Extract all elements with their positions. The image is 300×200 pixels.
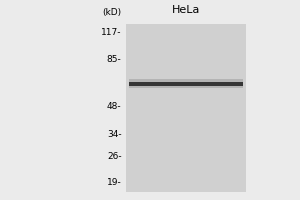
Text: 34-: 34- [107, 130, 122, 139]
Text: 19-: 19- [107, 178, 122, 187]
Bar [129, 79, 243, 88]
Bar [129, 82, 243, 86]
Text: HeLa: HeLa [172, 5, 200, 15]
Text: (kD): (kD) [102, 8, 122, 18]
Text: 117-: 117- [101, 28, 122, 37]
Bar [126, 24, 246, 192]
Text: 85-: 85- [107, 55, 122, 64]
Text: 26-: 26- [107, 152, 122, 161]
Text: 48-: 48- [107, 102, 122, 111]
